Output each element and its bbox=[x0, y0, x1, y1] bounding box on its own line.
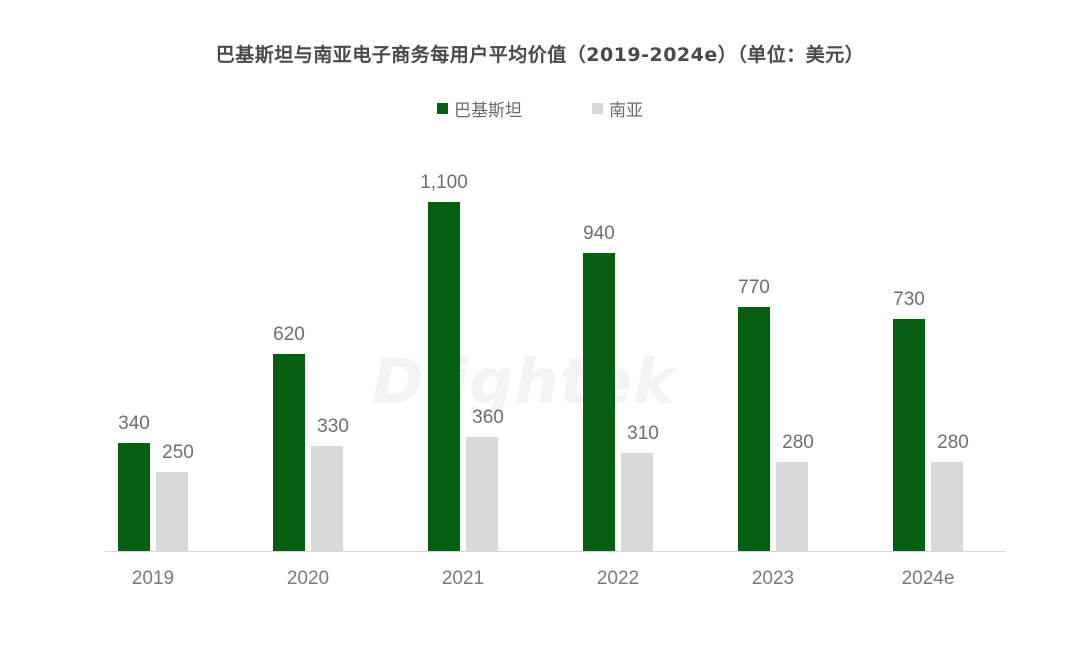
legend-swatch-pakistan bbox=[437, 103, 448, 114]
bar-south-asia-2020 bbox=[311, 446, 343, 551]
value-label-south-asia-2024e: 280 bbox=[937, 432, 969, 454]
x-tick-label-2021: 2021 bbox=[441, 568, 485, 589]
legend-item-pakistan: 巴基斯坦 bbox=[437, 96, 522, 121]
x-axis-line bbox=[105, 551, 1005, 552]
bar-south-asia-2024e bbox=[931, 462, 963, 551]
bar-pakistan-2019 bbox=[118, 443, 150, 551]
legend: 巴基斯坦 南亚 bbox=[0, 96, 1080, 121]
x-tick-label-2023: 2023 bbox=[751, 568, 795, 589]
bar-pakistan-2022 bbox=[583, 252, 615, 551]
value-label-south-asia-2019: 250 bbox=[162, 441, 194, 463]
bar-south-asia-2021 bbox=[466, 436, 498, 551]
bar-south-asia-2022 bbox=[621, 452, 653, 551]
value-label-pakistan-2022: 940 bbox=[583, 222, 615, 244]
watermark: Dlightek bbox=[372, 345, 676, 418]
bar-pakistan-2021 bbox=[428, 202, 460, 551]
chart-title: 巴基斯坦与南亚电子商务每用户平均价值（2019-2024e）（单位：美元） bbox=[215, 44, 865, 66]
x-tick-label-2024e: 2024e bbox=[901, 568, 955, 589]
legend-label-pakistan: 巴基斯坦 bbox=[454, 101, 522, 121]
value-label-south-asia-2020: 330 bbox=[317, 416, 349, 438]
bar-pakistan-2020 bbox=[273, 354, 305, 551]
value-label-south-asia-2021: 360 bbox=[472, 406, 504, 428]
legend-swatch-south-asia bbox=[592, 103, 603, 114]
x-tick-label-2022: 2022 bbox=[596, 568, 640, 589]
value-label-pakistan-2024e: 730 bbox=[893, 289, 925, 311]
value-label-pakistan-2023: 770 bbox=[738, 276, 770, 298]
bar-pakistan-2023 bbox=[738, 306, 770, 551]
value-label-south-asia-2022: 310 bbox=[627, 422, 659, 444]
legend-item-south-asia: 南亚 bbox=[592, 96, 643, 121]
legend-label-south-asia: 南亚 bbox=[609, 101, 643, 121]
value-label-pakistan-2021: 1,100 bbox=[420, 172, 468, 193]
value-label-pakistan-2020: 620 bbox=[273, 324, 305, 346]
x-tick-label-2020: 2020 bbox=[286, 568, 330, 589]
x-tick-label-2019: 2019 bbox=[131, 568, 175, 589]
bar-south-asia-2019 bbox=[156, 471, 188, 551]
bar-south-asia-2023 bbox=[776, 462, 808, 551]
value-label-south-asia-2023: 280 bbox=[782, 432, 814, 454]
bar-pakistan-2024e bbox=[893, 319, 925, 551]
value-label-pakistan-2019: 340 bbox=[118, 413, 150, 435]
